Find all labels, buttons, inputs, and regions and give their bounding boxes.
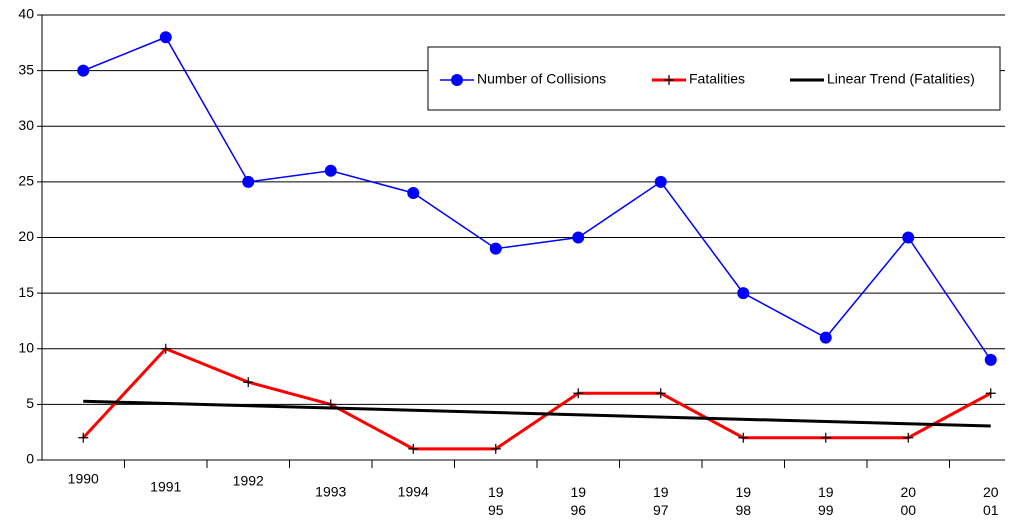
point bbox=[573, 388, 584, 399]
point bbox=[902, 231, 915, 244]
legend-label: Fatalities bbox=[689, 71, 745, 87]
point bbox=[490, 443, 501, 454]
x-tick-label: 19 97 bbox=[653, 484, 669, 518]
x-tick-label: 1993 bbox=[315, 484, 346, 500]
point bbox=[159, 31, 172, 44]
point bbox=[77, 64, 90, 77]
legend-marker bbox=[451, 74, 463, 86]
point bbox=[572, 231, 585, 244]
x-tick-label: 19 98 bbox=[735, 484, 751, 518]
x-tick-label: 1990 bbox=[68, 471, 99, 487]
y-tick-label: 5 bbox=[26, 395, 34, 411]
point bbox=[324, 164, 337, 177]
point bbox=[819, 331, 832, 344]
y-tick-label: 15 bbox=[18, 284, 34, 300]
legend-box bbox=[427, 46, 1001, 111]
point bbox=[78, 432, 89, 443]
y-tick-label: 35 bbox=[18, 61, 34, 77]
point bbox=[984, 353, 997, 366]
y-tick-label: 20 bbox=[18, 228, 34, 244]
series-line bbox=[82, 36, 992, 361]
point bbox=[738, 432, 749, 443]
point bbox=[243, 377, 254, 388]
y-tick-label: 0 bbox=[26, 451, 34, 467]
point bbox=[408, 443, 419, 454]
point bbox=[160, 343, 171, 354]
point bbox=[407, 187, 420, 199]
x-tick-label: 19 95 bbox=[488, 484, 504, 518]
point bbox=[737, 287, 750, 300]
legend-label: Number of Collisions bbox=[477, 71, 606, 87]
x-tick-label: 20 01 bbox=[983, 484, 999, 518]
point bbox=[903, 432, 914, 443]
point bbox=[489, 242, 502, 255]
x-tick-label: 20 00 bbox=[900, 484, 916, 518]
trend-line bbox=[83, 399, 991, 428]
series-line bbox=[82, 346, 992, 451]
legend-label: Linear Trend (Fatalities) bbox=[827, 71, 975, 87]
y-tick-label: 10 bbox=[18, 339, 34, 355]
x-tick-label: 1994 bbox=[398, 484, 429, 500]
point bbox=[655, 388, 666, 399]
y-tick-label: 30 bbox=[18, 117, 34, 133]
legend-marker bbox=[664, 75, 674, 85]
point bbox=[820, 432, 831, 443]
x-tick-label: 19 96 bbox=[570, 484, 586, 518]
point bbox=[242, 175, 255, 188]
x-tick-label: 1991 bbox=[150, 479, 181, 495]
x-tick-label: 1992 bbox=[233, 473, 264, 489]
y-tick-label: 40 bbox=[18, 6, 34, 22]
point bbox=[654, 175, 667, 188]
y-tick-label: 25 bbox=[18, 173, 34, 189]
point bbox=[985, 388, 996, 399]
x-tick-label: 19 99 bbox=[818, 484, 834, 518]
